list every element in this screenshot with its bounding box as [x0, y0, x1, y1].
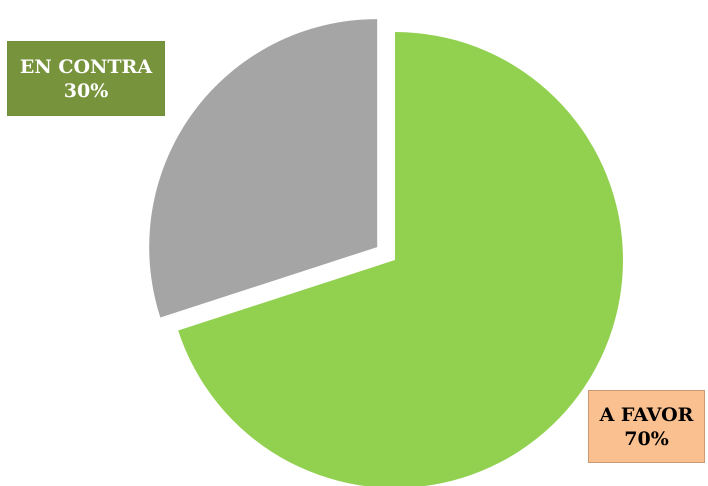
pie-slices — [149, 19, 623, 486]
data-label-a-favor-value: 70% — [624, 427, 669, 450]
data-label-en-contra-name: EN CONTRA — [19, 55, 153, 78]
pie-slice-a-favor — [178, 32, 623, 486]
data-label-en-contra-value: 30% — [63, 79, 109, 102]
data-label-a-favor: A FAVOR 70% — [588, 390, 705, 463]
pie-slice-en-contra — [149, 19, 378, 318]
data-label-a-favor-name: A FAVOR — [599, 403, 694, 426]
data-label-en-contra: EN CONTRA 30% — [7, 41, 165, 116]
